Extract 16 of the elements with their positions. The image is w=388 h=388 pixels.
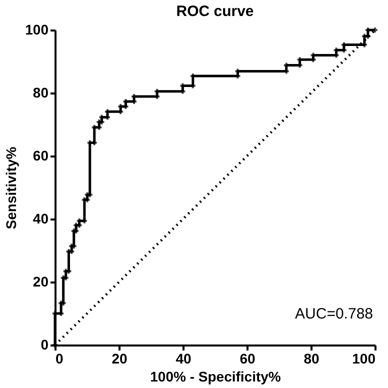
x-axis-title: 100% - Specificity%: [150, 368, 282, 384]
x-tick-label: 0: [56, 350, 64, 366]
y-tick-label: 40: [32, 210, 49, 226]
y-tick-label: 20: [32, 274, 49, 290]
y-tick-label: 80: [32, 84, 49, 100]
x-tick-label: 60: [240, 350, 256, 366]
y-tick-label: 60: [32, 148, 49, 164]
y-axis-title: Sensitivity%: [3, 146, 20, 230]
y-tick-label: 0: [40, 336, 49, 352]
x-tick-label: 100: [352, 350, 376, 366]
x-tick-label: 40: [176, 350, 192, 366]
chart-title: ROC curve: [176, 3, 254, 20]
x-tick-label: 20: [112, 350, 128, 366]
annotation: AUC=0.788: [295, 306, 373, 322]
x-tick-label: 80: [304, 350, 320, 366]
y-tick-label: 100: [25, 22, 49, 38]
